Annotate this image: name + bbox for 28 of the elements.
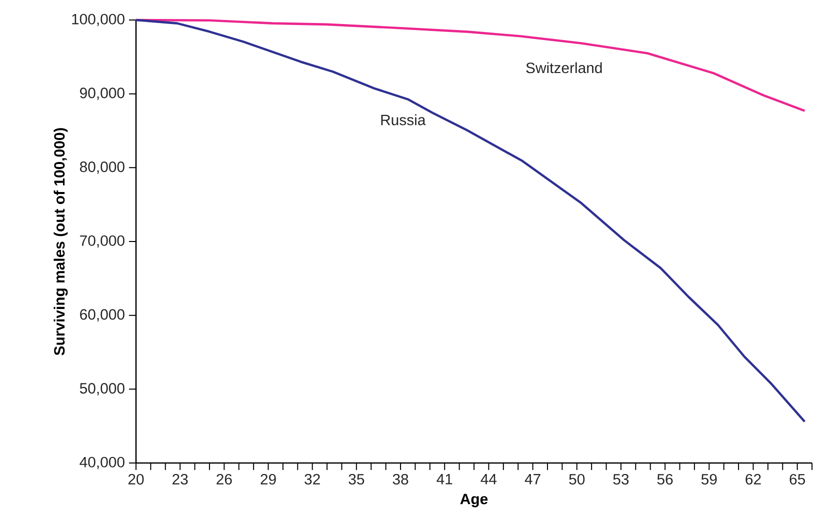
x-tick-label: 32 bbox=[304, 474, 320, 485]
x-tick-label: 44 bbox=[480, 474, 497, 484]
x-tick-label: 38 bbox=[392, 474, 408, 485]
y-tick-label: 70,000 bbox=[80, 235, 124, 248]
x-tick-label: 41 bbox=[436, 474, 452, 484]
x-tick-label: 53 bbox=[613, 474, 629, 485]
y-axis-title: Surviving males (out of 100,000) bbox=[54, 128, 68, 356]
series-label: Switzerland bbox=[526, 62, 602, 74]
y-tick-label: 60,000 bbox=[80, 309, 124, 322]
x-tick-label: 47 bbox=[524, 474, 540, 484]
x-axis-title: Age bbox=[460, 494, 488, 508]
series-label: Russia bbox=[381, 114, 426, 126]
x-tick-label: 62 bbox=[746, 474, 761, 485]
x-tick-label: 59 bbox=[701, 474, 717, 485]
y-tick-label: 80,000 bbox=[80, 161, 124, 174]
x-tick-label: 20 bbox=[128, 474, 144, 485]
y-tick-label: 100,000 bbox=[72, 14, 124, 26]
x-tick-label: 29 bbox=[260, 474, 276, 485]
y-tick-label: 50,000 bbox=[80, 382, 124, 396]
line-series bbox=[134, 18, 806, 423]
y-tick-label: 90,000 bbox=[80, 88, 124, 100]
x-tick-label: 56 bbox=[657, 474, 673, 485]
x-tick-label: 65 bbox=[790, 474, 805, 485]
x-tick-label: 50 bbox=[569, 474, 585, 485]
x-tick-label: 35 bbox=[348, 474, 364, 485]
x-tick-label: 23 bbox=[172, 474, 188, 485]
y-tick-label: 40,000 bbox=[80, 456, 124, 470]
x-tick-label: 26 bbox=[216, 474, 232, 485]
